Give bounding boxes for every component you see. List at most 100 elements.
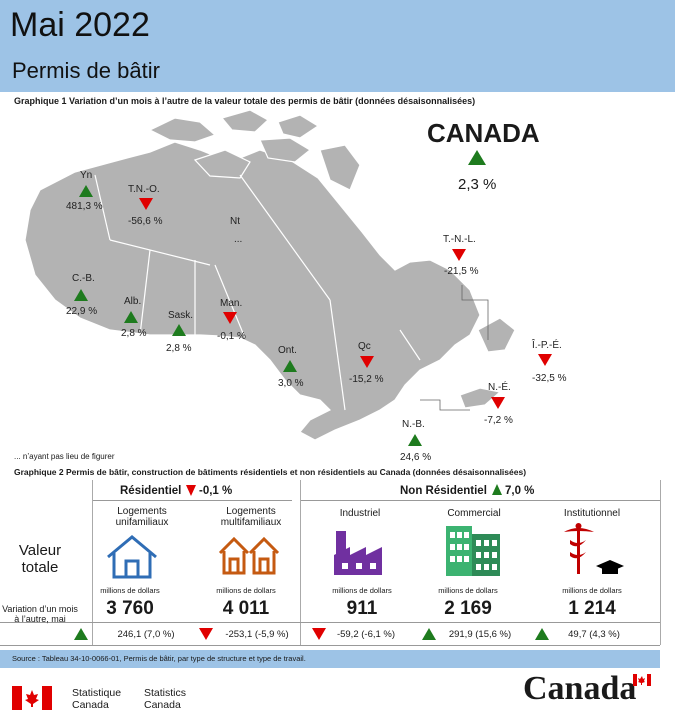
up-arrow-icon (492, 484, 502, 495)
page-title: Mai 2022 (10, 6, 150, 44)
unit-label: millions de dollars (332, 586, 392, 595)
header-banner: Mai 2022 Permis de bâtir (0, 0, 675, 92)
down-arrow-icon (199, 628, 213, 640)
down-arrow-icon (360, 356, 374, 368)
region-value-ont: 3,0 % (278, 378, 304, 389)
page-subtitle: Permis de bâtir (12, 58, 160, 83)
value-institutionnel: 1 214 (568, 598, 616, 619)
graph2-title: Graphique 2 Permis de bâtir, constructio… (14, 467, 527, 477)
region-label-ont: Ont. (278, 345, 297, 356)
nonresidential-label: Non Résidentiel (400, 485, 487, 497)
change-unifamiliaux: 246,1 (7,0 %) (117, 629, 175, 640)
col-title-unifamiliaux: Logements unifamiliaux (115, 506, 169, 528)
graph1-title: Graphique 1 Variation d’un mois à l’autr… (14, 96, 476, 106)
canada-map (24, 109, 516, 441)
value-unifamiliaux: 3 760 (106, 598, 154, 619)
statcan-fr-line1: Statistique (72, 687, 122, 699)
region-value-tno: -56,6 % (128, 216, 163, 227)
region-value-ne: -7,2 % (484, 415, 513, 426)
up-arrow-icon (172, 324, 186, 336)
residential-change: -0,1 % (199, 485, 233, 497)
houses-icon (218, 536, 280, 575)
region-label-tnl: T.-N.-L. (443, 234, 476, 245)
region-label-yn: Yn (80, 170, 93, 181)
region-value-nb: 24,6 % (400, 452, 432, 463)
region-label-qc: Qc (358, 341, 371, 352)
divider (92, 480, 93, 645)
region-label-sask: Sask. (168, 310, 194, 321)
down-arrow-icon (139, 198, 153, 210)
row-label-total: Valeur totale (18, 542, 62, 576)
down-arrow-icon (491, 397, 505, 409)
region-value-tnl: -21,5 % (444, 266, 479, 277)
canada-label: CANADA (427, 118, 540, 148)
down-arrow-icon (186, 485, 196, 496)
wordmark-flag-icon (633, 674, 651, 686)
col-title-commercial: Commercial (447, 508, 501, 519)
change-commercial: 291,9 (15,6 %) (448, 629, 512, 640)
statcan-fr-line2: Canada (72, 699, 109, 711)
region-label-cb: C.-B. (72, 273, 95, 284)
divider (0, 645, 660, 646)
region-value-man: -0,1 % (217, 331, 246, 342)
region-value-cb: 22,9 % (66, 306, 98, 317)
down-arrow-icon (223, 312, 237, 324)
house-icon (107, 535, 157, 579)
row-label-change: Variation d’un mois à l’autre, mai (2, 604, 78, 624)
change-multifamiliaux: -253,1 (-5,9 %) (225, 629, 289, 640)
up-arrow-icon (422, 628, 436, 640)
region-label-nb: N.-B. (402, 419, 425, 430)
up-arrow-icon (124, 311, 138, 323)
region-label-alb: Alb. (124, 296, 142, 307)
unit-label: millions de dollars (438, 586, 498, 595)
canada-flag-icon (12, 686, 52, 710)
change-institutionnel: 49,7 (4,3 %) (568, 629, 620, 640)
factory-icon (334, 531, 382, 575)
up-arrow-icon (74, 628, 88, 640)
region-label-ipe: Î.-P.-É. (532, 340, 562, 351)
map-footnote: ... n’ayant pas lieu de figurer (14, 452, 115, 461)
canada-value: 2,3 % (458, 176, 497, 193)
residential-label: Résidentiel (120, 485, 182, 497)
divider (0, 622, 660, 623)
up-arrow-icon (408, 434, 422, 446)
col-title-institutionnel: Institutionnel (563, 508, 621, 519)
up-arrow-icon (468, 150, 486, 165)
statcan-en-line2: Canada (144, 699, 181, 711)
unit-label: millions de dollars (562, 586, 622, 595)
region-label-man: Man. (220, 298, 243, 309)
col-title-industriel: Industriel (339, 508, 381, 519)
region-value-sask: 2,8 % (166, 343, 192, 354)
source-note: Source : Tableau 34-10-0066-01, Permis d… (0, 650, 660, 668)
divider (92, 500, 292, 501)
divider (660, 480, 661, 645)
col-title-multifamiliaux: Logements multifamiliaux (220, 506, 282, 528)
up-arrow-icon (74, 289, 88, 301)
nonresidential-change: 7,0 % (505, 485, 535, 497)
office-building-icon (446, 526, 500, 576)
down-arrow-icon (452, 249, 466, 261)
down-arrow-icon (312, 628, 326, 640)
statcan-en-line1: Statistics (144, 687, 187, 699)
down-arrow-icon (538, 354, 552, 366)
divider (300, 480, 301, 645)
up-arrow-icon (79, 185, 93, 197)
unit-label: millions de dollars (100, 586, 160, 595)
region-value-ipe: -32,5 % (532, 373, 567, 384)
region-value-alb: 2,8 % (121, 328, 147, 339)
region-label-ne: N.-É. (488, 382, 511, 393)
up-arrow-icon (283, 360, 297, 372)
region-value-nt: ... (234, 234, 243, 245)
divider (300, 500, 660, 501)
value-commercial: 2 169 (444, 598, 492, 619)
region-label-tno: T.N.-O. (128, 184, 160, 195)
canada-wordmark: Canada (523, 670, 637, 707)
region-label-nt: Nt (230, 216, 240, 227)
region-value-yn: 481,3 % (66, 201, 103, 212)
value-industriel: 911 (346, 598, 378, 619)
unit-label: millions de dollars (216, 586, 276, 595)
value-multifamiliaux: 4 011 (222, 598, 270, 619)
region-value-qc: -15,2 % (349, 374, 384, 385)
change-industriel: -59,2 (-6,1 %) (336, 629, 396, 640)
up-arrow-icon (535, 628, 549, 640)
